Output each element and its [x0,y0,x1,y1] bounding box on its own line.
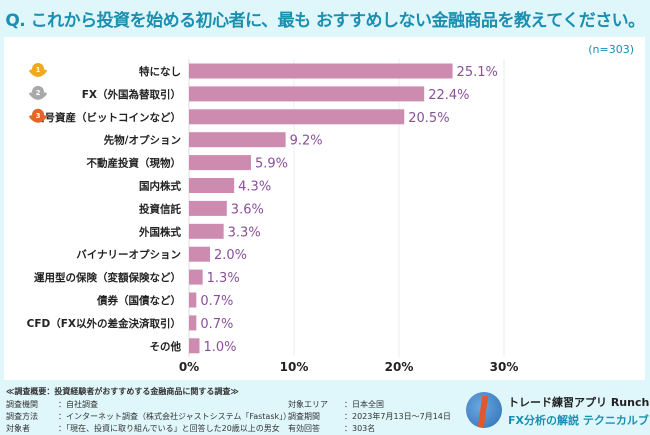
rank-laurel-icon [28,91,48,100]
survey-value: ：自社調査 [58,400,98,409]
category-label: 特になし [139,65,181,78]
bar [189,178,235,193]
bar [189,109,405,125]
x-tick-label: 0% [179,360,199,374]
rank-number: 1 [36,66,41,74]
category-label: 国内株式 [139,180,181,193]
x-tick-label: 20% [385,360,414,374]
rank-number: 2 [36,89,41,97]
data-label: 3.6% [231,202,264,217]
category-label: 不動産投資（現物） [87,157,182,170]
bar [189,155,251,171]
rank-medal-icon [32,63,44,75]
bar [189,223,224,239]
rank-number: 3 [36,112,41,120]
rank-medal-icon [32,108,44,121]
survey-key: 調査機関 [6,400,38,409]
survey-key: 有効回答 [288,424,320,433]
data-label: 20.5% [408,111,449,126]
survey-summary: ≪調査概要：投資経験者がおすすめする金融商品に関する調査≫ 調査機関 ：自社調査… [6,386,451,435]
bar [189,246,210,262]
data-label: 3.3% [228,225,261,240]
category-label: CFD（FX以外の差金決済取引） [27,317,181,330]
data-label: 0.7% [200,317,233,332]
rank-laurel-icon [28,114,48,123]
bar [189,315,197,331]
brand-block: トレード練習アプリ Runcha FX分析の解説 テクニカルブック [466,388,650,432]
survey-key: 対象エリア [288,400,328,409]
data-label: 1.3% [207,271,240,286]
rank-laurel-icon [28,69,48,77]
category-label: 運用型の保険（変額保険など） [34,271,181,284]
survey-row: 調査機関 ：自社調査 対象エリア ：日本全国 [6,399,451,411]
survey-value: ：2023年7月13日〜7月14日 [344,412,451,421]
rank-medal-icon [32,85,44,98]
x-tick-label: 10% [280,360,309,374]
data-label: 0.7% [200,294,233,309]
survey-value: ：日本全国 [344,400,384,409]
bar [189,338,200,354]
survey-key: 調査方法 [6,412,38,421]
data-label: 4.3% [238,180,271,195]
data-label: 2.0% [214,248,247,263]
category-label: その他 [150,340,182,353]
category-label: 暗号資産（ビットコインなど） [34,111,181,124]
survey-key: 対象者 [6,424,30,433]
brand-line1: トレード練習アプリ Runcha [508,396,650,409]
brand-line2: FX分析の解説 テクニカルブック [508,414,650,427]
data-label: 1.0% [204,340,237,355]
sample-size: (n=303) [588,43,634,56]
survey-value: ：303名 [344,424,376,433]
bar [189,86,425,102]
category-label: 投資信託 [139,202,181,215]
survey-row: 対象者 ：「現在、投資に取り組んでいる」と回答した20歳以上の男女 有効回答 ：… [6,423,451,435]
bar-chart: 25.1% 特になし 22.4% FX（外国為替取引） 20.5% 暗号資産（ビットコイン… [27,59,519,374]
data-label: 9.2% [290,134,323,149]
bar [189,132,286,148]
category-label: 先物/オプション [104,134,181,147]
data-label: 25.1% [457,65,498,80]
category-label: バイナリーオプション [76,248,181,261]
category-label: 債券（国債など） [96,294,181,307]
survey-value: ：インターネット調査（株式会社ジャストシステム「Fastask」） [58,412,292,421]
bar [189,269,203,285]
data-label: 22.4% [428,88,469,103]
runcha-logo-icon [466,392,502,428]
bar [189,292,197,308]
chart-title: Q. これから投資を始める初心者に、最も おすすめしない金融商品を教えてください… [5,11,645,31]
x-tick-label: 30% [490,360,519,374]
survey-value: ：「現在、投資に取り組んでいる」と回答した20歳以上の男女 [58,424,280,433]
survey-heading: ≪調査概要：投資経験者がおすすめする金融商品に関する調査≫ [6,387,239,396]
category-label: 外国株式 [138,225,181,238]
category-label: FX（外国為替取引） [82,88,181,101]
survey-key: 調査期間 [288,412,320,421]
survey-row: 調査方法 ：インターネット調査（株式会社ジャストシステム「Fastask」） 調… [6,411,451,423]
bar [189,200,227,216]
data-label: 5.9% [255,157,288,172]
bar [189,63,453,79]
